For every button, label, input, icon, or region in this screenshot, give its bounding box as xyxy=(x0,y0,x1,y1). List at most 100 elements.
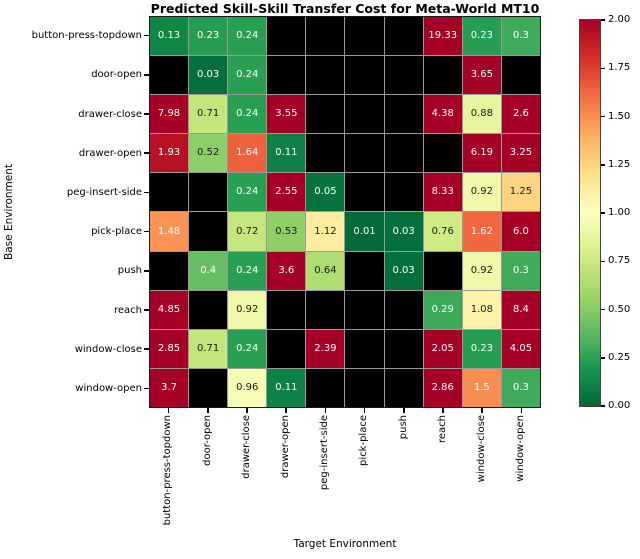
x-axis-label: reach xyxy=(436,415,448,444)
x-tick xyxy=(423,408,462,413)
x-axis-label: window-close xyxy=(475,415,487,483)
heatmap-cell xyxy=(150,56,189,95)
heatmap-grid: 0.13 0.23 0.24 19.33 0.23 0.3 0.03 0.24 3.65 7.98… xyxy=(149,16,541,408)
heatmap-cell: 0.52 xyxy=(189,134,228,173)
heatmap-cell: 0.92 xyxy=(462,251,501,290)
x-axis-title: Target Environment xyxy=(293,538,397,550)
heatmap-cell xyxy=(384,173,423,212)
x-axis-label: peg-insert-side xyxy=(319,415,331,491)
x-axis-label: window-open xyxy=(515,415,527,482)
colorbar-tick-label: 1.25 xyxy=(608,158,631,170)
heatmap-cell: 19.33 xyxy=(423,17,462,56)
y-axis-label: window-close xyxy=(74,343,142,355)
x-axis-labels: button-press-topdown door-open drawer-clos… xyxy=(149,415,541,545)
heatmap-cell: 0.24 xyxy=(228,251,267,290)
heatmap-cell xyxy=(150,251,189,290)
heatmap-cell xyxy=(384,134,423,173)
y-axis-label: drawer-open xyxy=(78,147,142,159)
y-tick xyxy=(144,290,149,329)
heatmap-cell: 0.3 xyxy=(501,17,540,56)
heatmap-cell: 2.55 xyxy=(267,173,306,212)
heatmap-cell xyxy=(345,134,384,173)
heatmap-cell: 0.71 xyxy=(189,329,228,368)
heatmap-cell xyxy=(345,173,384,212)
heatmap-cell xyxy=(384,17,423,56)
y-axis-label: pick-place xyxy=(91,226,142,238)
heatmap-cell xyxy=(384,368,423,407)
heatmap-cell: 0.29 xyxy=(423,290,462,329)
heatmap-cell: 1.64 xyxy=(228,134,267,173)
x-tick xyxy=(463,408,502,413)
heatmap-cell xyxy=(345,329,384,368)
y-tick xyxy=(144,369,149,408)
heatmap-cell xyxy=(345,290,384,329)
heatmap-cell xyxy=(384,290,423,329)
heatmap-cell: 6.19 xyxy=(462,134,501,173)
heatmap-cell: 3.25 xyxy=(501,134,540,173)
heatmap-cell: 6.0 xyxy=(501,212,540,251)
heatmap-cell xyxy=(267,17,306,56)
x-axis-ticks xyxy=(149,408,541,413)
y-axis-label: button-press-topdown xyxy=(31,30,142,42)
colorbar-tick-label: 1.75 xyxy=(608,62,631,74)
heatmap-cell: 0.05 xyxy=(306,173,345,212)
heatmap-cell: 4.38 xyxy=(423,95,462,134)
y-tick xyxy=(144,55,149,94)
heatmap-cell: 3.65 xyxy=(462,56,501,95)
heatmap-cell: 0.11 xyxy=(267,368,306,407)
heatmap-cell xyxy=(189,290,228,329)
x-tick xyxy=(306,408,345,413)
heatmap-cell: 4.05 xyxy=(501,329,540,368)
heatmap-cell: 1.48 xyxy=(150,212,189,251)
x-axis-label: pick-place xyxy=(358,415,370,466)
y-tick xyxy=(144,16,149,55)
heatmap-cell: 0.24 xyxy=(228,56,267,95)
y-tick xyxy=(144,134,149,173)
colorbar-tick-label: 0.00 xyxy=(608,400,631,411)
heatmap-cell: 0.96 xyxy=(228,368,267,407)
heatmap-cell xyxy=(384,56,423,95)
heatmap-cell: 1.5 xyxy=(462,368,501,407)
colorbar-gradient xyxy=(579,19,601,407)
x-axis-label: button-press-topdown xyxy=(162,415,174,526)
colorbar-tick-label: 1.00 xyxy=(608,207,631,218)
heatmap-cell xyxy=(267,329,306,368)
heatmap-cell: 0.88 xyxy=(462,95,501,134)
heatmap-cell: 0.24 xyxy=(228,95,267,134)
heatmap-cell: 0.64 xyxy=(306,251,345,290)
heatmap-cell: 0.24 xyxy=(228,329,267,368)
heatmap-cell: 0.03 xyxy=(384,251,423,290)
heatmap-cell xyxy=(345,95,384,134)
heatmap-cell: 0.03 xyxy=(384,212,423,251)
heatmap-cell: 0.23 xyxy=(189,17,228,56)
x-tick xyxy=(345,408,384,413)
heatmap-cell xyxy=(345,368,384,407)
heatmap-cell: 2.86 xyxy=(423,368,462,407)
heatmap-cell: 1.12 xyxy=(306,212,345,251)
heatmap-cell: 1.25 xyxy=(501,173,540,212)
heatmap-cell: 0.71 xyxy=(189,95,228,134)
x-tick xyxy=(149,408,188,413)
heatmap-cell xyxy=(423,56,462,95)
y-tick xyxy=(144,330,149,369)
colorbar-tick-label: 0.25 xyxy=(608,351,631,363)
heatmap-cell: 0.23 xyxy=(462,329,501,368)
heatmap-cell xyxy=(189,212,228,251)
heatmap-cell: 0.23 xyxy=(462,17,501,56)
heatmap-cell: 2.85 xyxy=(150,329,189,368)
heatmap-cell: 0.11 xyxy=(267,134,306,173)
heatmap-cell: 2.05 xyxy=(423,329,462,368)
heatmap-cell: 8.4 xyxy=(501,290,540,329)
x-axis-label: push xyxy=(397,415,409,440)
heatmap-cell: 0.92 xyxy=(462,173,501,212)
y-axis-label: peg-insert-side xyxy=(66,186,142,198)
heatmap-cell xyxy=(306,290,345,329)
heatmap-cell xyxy=(423,134,462,173)
heatmap-cell xyxy=(267,290,306,329)
x-tick xyxy=(384,408,423,413)
heatmap-cell: 0.01 xyxy=(345,212,384,251)
heatmap-cell xyxy=(384,95,423,134)
x-axis-label: drawer-open xyxy=(279,415,291,479)
heatmap-cell: 2.6 xyxy=(501,95,540,134)
y-tick xyxy=(144,173,149,212)
